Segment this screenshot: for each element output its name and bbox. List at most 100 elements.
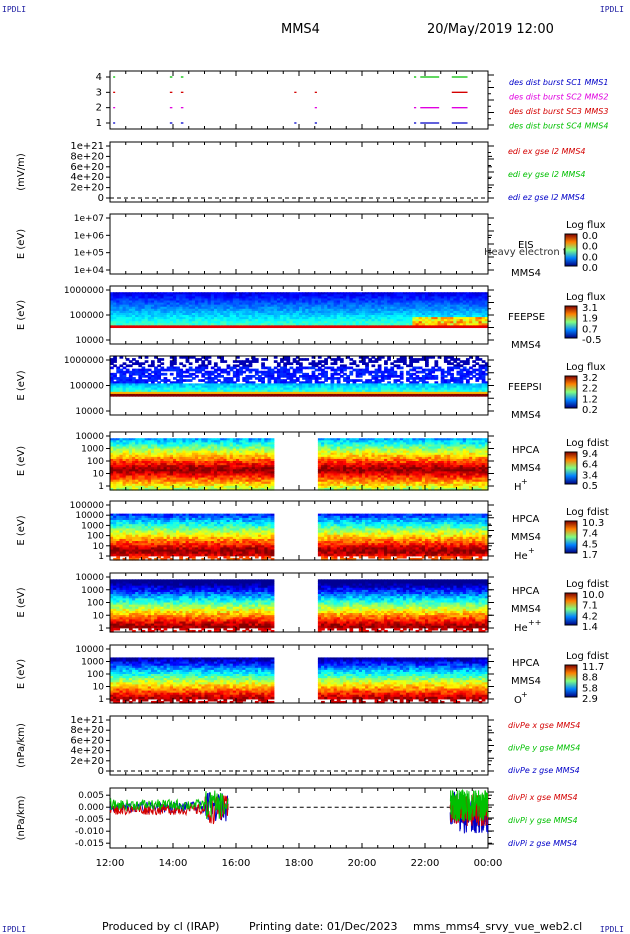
feepse-pixel (141, 325, 146, 329)
feepse-pixel (135, 292, 139, 295)
feepse-pixel (122, 323, 127, 326)
feepse-pixel (434, 300, 439, 304)
feepse-pixel (327, 323, 332, 326)
feepse-pixel (431, 306, 436, 310)
feepsi-pixel (336, 387, 341, 391)
feepse-pixel (481, 306, 486, 310)
feepsi-pixel (204, 358, 209, 361)
feepse-pixel (185, 292, 190, 295)
feepse-pixel (377, 317, 382, 320)
feepse-pixel (195, 317, 199, 320)
feepse-pixel (188, 312, 193, 316)
feepse-pixel (333, 310, 338, 314)
feepse-pixel (434, 296, 439, 300)
feepse-pixel (286, 315, 291, 318)
feepse-pixel (144, 304, 149, 308)
feepsi-pixel (217, 385, 221, 389)
feepsi-pixel (377, 393, 382, 397)
feepsi-pixel (128, 377, 133, 380)
feepse-pixel (267, 296, 272, 300)
feepsi-pixel (182, 364, 187, 368)
feepsi-pixel (321, 370, 325, 374)
feepse-pixel (236, 317, 240, 320)
feepse-pixel (210, 302, 215, 306)
feepse-pixel (377, 308, 382, 312)
feepse-pixel (141, 292, 146, 295)
feepsi-pixel (343, 389, 347, 393)
feepse-pixel (384, 300, 388, 304)
feepse-pixel (229, 312, 234, 316)
eis-frame (109, 213, 489, 275)
feepsi-pixel (198, 391, 202, 395)
feepsi-pixel (125, 385, 130, 389)
feepse-pixel (188, 315, 193, 318)
feepsi-pixel (144, 360, 149, 363)
feepsi-pixel (242, 360, 247, 363)
feepse-pixel (223, 292, 228, 295)
feepse-pixel (336, 323, 341, 326)
feepsi-pixel (150, 389, 155, 393)
feepse-pixel (396, 308, 401, 312)
feepsi-pixel (358, 374, 363, 378)
feepse-pixel (311, 294, 316, 297)
feepse-pixel (239, 308, 243, 312)
feepse-pixel (450, 319, 454, 322)
feepse-pixel (160, 325, 165, 329)
feepsi-pixel (327, 377, 332, 380)
feepsi-pixel (374, 383, 379, 387)
feepse-pixel (484, 304, 489, 308)
feepse-pixel (330, 292, 335, 295)
feepsi-pixel (321, 368, 325, 372)
feepsi-pixel (154, 379, 158, 382)
feepsi-pixel (283, 366, 287, 370)
feepsi-pixel (280, 366, 284, 370)
feepse-pixel (402, 323, 407, 326)
feepse-pixel (188, 298, 193, 302)
feepse-pixel (210, 292, 215, 295)
feepsi-pixel (258, 389, 262, 393)
feepsi-pixel (330, 385, 335, 389)
feepse-pixel (321, 298, 325, 302)
feepsi-pixel (387, 389, 391, 393)
feepse-pixel (286, 292, 291, 295)
feepse-pixel (295, 306, 300, 310)
feepse-pixel (132, 300, 136, 304)
feepse-pixel (239, 296, 243, 300)
feepsi-pixel (179, 391, 184, 395)
feepse-pixel (314, 325, 319, 329)
feepse-pixel (173, 302, 177, 306)
feepsi-pixel (292, 391, 297, 395)
feepse-pixel (358, 323, 363, 326)
feepse-pixel (390, 304, 395, 308)
feepse-pixel (475, 319, 480, 322)
feepsi-pixel (220, 368, 224, 372)
feepsi-pixel (330, 362, 335, 366)
feepsi-pixel (336, 391, 341, 395)
feepse-pixel (308, 292, 313, 295)
feepse-pixel (484, 302, 489, 306)
feepse-pixel (324, 315, 328, 318)
feepsi-pixel (213, 393, 218, 397)
feepsi-pixel (371, 364, 376, 368)
feepse-pixel (317, 315, 322, 318)
feepse-pixel (150, 308, 155, 312)
feepse-pixel (113, 308, 117, 312)
feepse-pixel (472, 323, 476, 326)
feepse-pixel (481, 310, 486, 314)
feepse-pixel (276, 317, 281, 320)
feepse-pixel (276, 296, 281, 300)
feepse-pixel (415, 315, 420, 318)
feepse-pixel (169, 308, 174, 312)
feepse-pixel (220, 315, 224, 318)
feepsi-pixel (188, 374, 193, 378)
feepse-pixel (207, 323, 212, 326)
feepse-pixel (421, 310, 426, 314)
feepsi-pixel (119, 383, 124, 387)
feepse-pixel (387, 310, 391, 314)
feepse-pixel (198, 323, 202, 326)
feepsi-pixel (179, 393, 184, 397)
feepse-pixel (286, 296, 291, 300)
feepse-pixel (160, 304, 165, 308)
feepse-pixel (236, 292, 240, 295)
feepse-pixel (122, 298, 127, 302)
